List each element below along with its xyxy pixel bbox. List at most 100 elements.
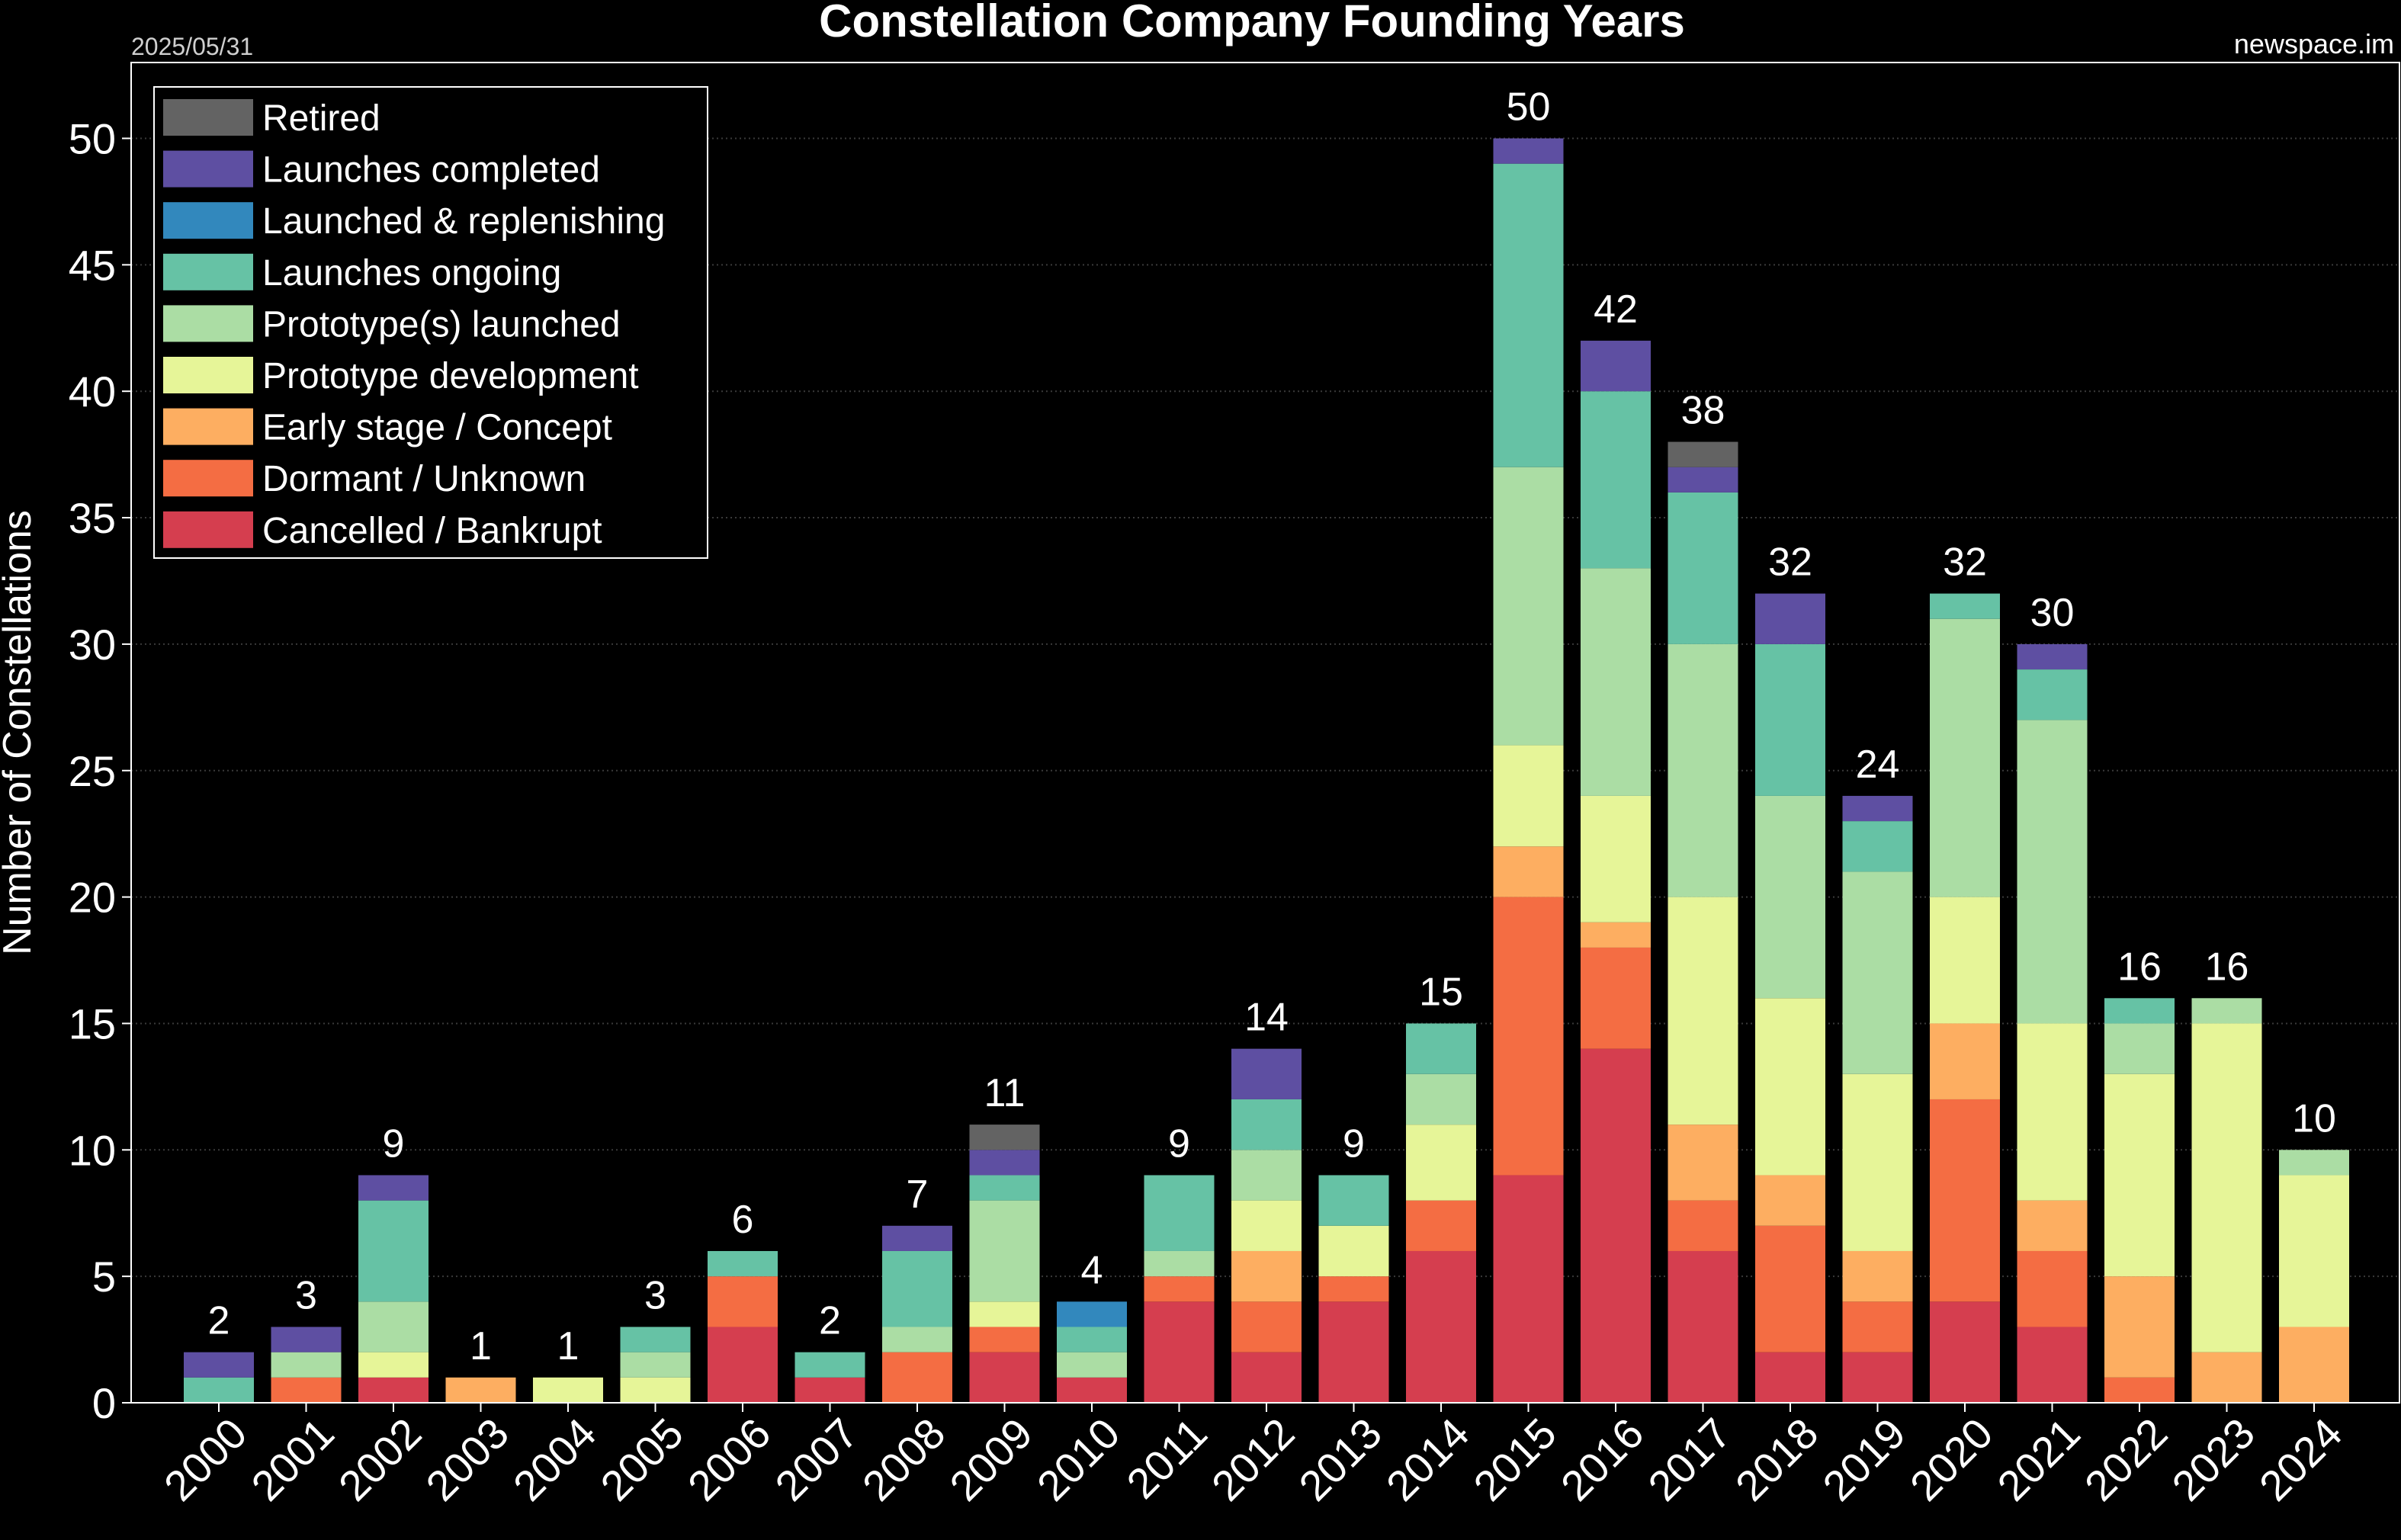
- plot-frame: [130, 62, 2400, 1404]
- bar-2020-prototype-s-launched: [1930, 618, 2000, 897]
- bar-2022-dormant-unknown: [2104, 1377, 2175, 1403]
- bar-2016-cancelled-bankrupt: [1581, 1048, 1651, 1403]
- total-label-2020: 32: [1943, 541, 1987, 585]
- total-label-2004: 1: [557, 1324, 579, 1368]
- x-tick-label-2001: 2001: [242, 1409, 343, 1510]
- bar-2000-launches-ongoing: [184, 1377, 254, 1403]
- bar-2015-prototype-s-launched: [1493, 467, 1564, 746]
- y-tick-label-40: 40: [69, 367, 116, 415]
- total-label-2003: 1: [470, 1324, 492, 1368]
- bar-2015-launches-ongoing: [1493, 163, 1564, 467]
- bar-2017-cancelled-bankrupt: [1668, 1250, 1738, 1403]
- bar-2011-dormant-unknown: [1144, 1276, 1215, 1302]
- bar-2017-retired: [1668, 441, 1738, 467]
- x-tick-label-2006: 2006: [679, 1409, 780, 1510]
- bar-2020-launches-ongoing: [1930, 593, 2000, 619]
- x-tick-label-2012: 2012: [1202, 1409, 1304, 1510]
- bar-2010-launched-replenishing: [1057, 1301, 1127, 1327]
- total-label-2011: 9: [1168, 1121, 1190, 1166]
- bar-2018-launches-ongoing: [1755, 643, 1825, 796]
- total-label-2016: 42: [1594, 287, 1638, 332]
- legend-swatch-retired: [163, 99, 253, 136]
- bars: [184, 138, 2349, 1403]
- bar-2005-prototype-development: [620, 1377, 691, 1403]
- x-tick-label-2000: 2000: [155, 1409, 256, 1510]
- total-label-2000: 2: [208, 1299, 230, 1343]
- x-tick-label-2019: 2019: [1813, 1409, 1915, 1510]
- bar-2005-prototype-s-launched: [620, 1352, 691, 1378]
- bar-2009-retired: [969, 1125, 1040, 1150]
- x-tick-label-2009: 2009: [940, 1409, 1042, 1510]
- bar-2012-launches-completed: [1231, 1048, 1302, 1099]
- total-label-2006: 6: [732, 1198, 754, 1242]
- y-tick-label-50: 50: [69, 115, 116, 163]
- legend-swatch-launched-replenishing: [163, 202, 253, 239]
- bar-2009-launches-ongoing: [969, 1175, 1040, 1201]
- bar-2016-launches-completed: [1581, 340, 1651, 392]
- bar-2022-prototype-development: [2104, 1073, 2175, 1277]
- bar-2013-cancelled-bankrupt: [1318, 1301, 1389, 1403]
- legend-label-retired: Retired: [262, 98, 380, 139]
- bar-2022-early-stage-concept: [2104, 1276, 2175, 1378]
- bar-2008-launches-completed: [882, 1225, 952, 1251]
- y-tick-label-0: 0: [92, 1379, 116, 1427]
- bar-2004-prototype-development: [533, 1377, 603, 1403]
- bar-2013-launches-ongoing: [1318, 1175, 1389, 1226]
- bar-2017-prototype-development: [1668, 897, 1738, 1125]
- legend-swatch-launches-ongoing: [163, 253, 253, 290]
- bar-2014-launches-ongoing: [1406, 1023, 1476, 1074]
- bar-2022-prototype-s-launched: [2104, 1023, 2175, 1074]
- bar-2009-launches-completed: [969, 1150, 1040, 1176]
- bar-2023-prototype-s-launched: [2191, 998, 2262, 1024]
- y-tick-label-10: 10: [69, 1126, 116, 1174]
- bar-2013-prototype-development: [1318, 1225, 1389, 1277]
- bar-2021-early-stage-concept: [2017, 1200, 2088, 1251]
- bar-2016-dormant-unknown: [1581, 947, 1651, 1049]
- total-label-2023: 16: [2205, 945, 2249, 989]
- x-tick-label-2014: 2014: [1377, 1409, 1478, 1510]
- bar-2018-cancelled-bankrupt: [1755, 1352, 1825, 1403]
- bar-2018-prototype-s-launched: [1755, 795, 1825, 999]
- bar-2015-cancelled-bankrupt: [1493, 1175, 1564, 1403]
- bar-2014-prototype-development: [1406, 1125, 1476, 1201]
- bar-2016-prototype-development: [1581, 795, 1651, 922]
- bar-2024-early-stage-concept: [2279, 1327, 2349, 1403]
- legend: Retired Launches completed Launched & repl…: [153, 86, 708, 559]
- bar-2018-launches-completed: [1755, 593, 1825, 644]
- bar-2002-launches-completed: [358, 1175, 429, 1201]
- bar-2010-prototype-s-launched: [1057, 1352, 1127, 1378]
- total-label-2024: 10: [2292, 1096, 2336, 1141]
- x-tick-label-2020: 2020: [1901, 1409, 2002, 1510]
- x-tick-label-2013: 2013: [1289, 1409, 1391, 1510]
- legend-label-launched-replenishing: Launched & replenishing: [262, 201, 665, 242]
- bar-2012-early-stage-concept: [1231, 1250, 1302, 1302]
- legend-swatch-dormant-unknown: [163, 460, 253, 497]
- bar-2016-launches-ongoing: [1581, 391, 1651, 569]
- bar-2021-dormant-unknown: [2017, 1250, 2088, 1327]
- bar-2015-prototype-development: [1493, 745, 1564, 847]
- bar-2009-prototype-development: [969, 1301, 1040, 1327]
- bar-2024-prototype-s-launched: [2279, 1150, 2349, 1176]
- y-tick-label-30: 30: [69, 621, 116, 669]
- bar-2009-cancelled-bankrupt: [969, 1352, 1040, 1403]
- x-tick-label-2022: 2022: [2075, 1409, 2177, 1510]
- bar-2006-launches-ongoing: [708, 1250, 778, 1277]
- bar-2019-prototype-s-launched: [1842, 871, 1913, 1074]
- bar-2012-prototype-development: [1231, 1200, 1302, 1251]
- bar-2017-launches-completed: [1668, 467, 1738, 492]
- total-label-2018: 32: [1768, 541, 1812, 585]
- bar-2012-cancelled-bankrupt: [1231, 1352, 1302, 1403]
- bar-2019-dormant-unknown: [1842, 1301, 1913, 1352]
- x-tick-label-2024: 2024: [2250, 1409, 2351, 1510]
- bar-2010-cancelled-bankrupt: [1057, 1377, 1127, 1403]
- x-tick-label-2010: 2010: [1028, 1409, 1129, 1510]
- legend-swatch-prototype-s-launched: [163, 305, 253, 342]
- bar-2023-early-stage-concept: [2191, 1352, 2262, 1403]
- total-label-2019: 24: [1856, 743, 1900, 787]
- bar-2009-dormant-unknown: [969, 1327, 1040, 1352]
- bar-2021-cancelled-bankrupt: [2017, 1327, 2088, 1403]
- bar-2012-prototype-s-launched: [1231, 1150, 1302, 1201]
- total-label-2021: 30: [2030, 591, 2075, 635]
- legend-swatch-early-stage-concept: [163, 408, 253, 445]
